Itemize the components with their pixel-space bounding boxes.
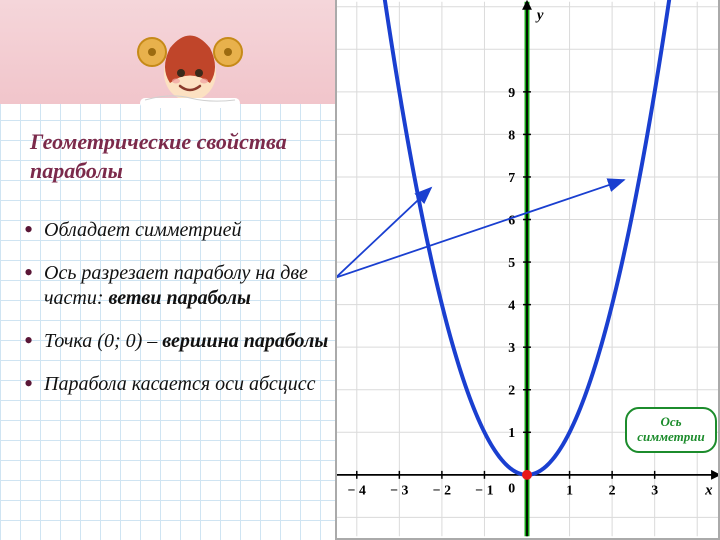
svg-text:6: 6 (508, 212, 515, 227)
svg-text:9: 9 (508, 85, 515, 100)
girl-illustration (130, 18, 250, 108)
svg-text:− 4: − 4 (348, 483, 366, 498)
list-item: Ось разрезает параболу на две части: вет… (20, 261, 340, 311)
svg-text:x: x (704, 483, 713, 499)
svg-text:8: 8 (508, 127, 515, 142)
bullet-bold: ветви параболы (109, 287, 251, 309)
symmetry-axis-callout: Ось симметрии (625, 407, 717, 453)
list-item: Парабола касается оси абсцисс (20, 372, 340, 397)
list-item: Точка (0; 0) – вершина параболы (20, 329, 340, 354)
text-panel: Геометрические свойства параболы Обладае… (0, 0, 350, 540)
bullet-text: Парабола касается оси абсцисс (44, 373, 315, 395)
svg-text:2: 2 (609, 483, 616, 498)
bullet-text: Обладает симметрией (44, 219, 241, 241)
list-item: Обладает симметрией (20, 218, 340, 243)
svg-text:1: 1 (566, 483, 573, 498)
svg-text:− 2: − 2 (433, 483, 451, 498)
svg-text:− 1: − 1 (475, 483, 493, 498)
svg-text:3: 3 (651, 483, 658, 498)
svg-text:1: 1 (508, 425, 515, 440)
bullet-text: Точка (0; 0) – (44, 330, 162, 352)
bullet-bold: вершина параболы (162, 330, 328, 352)
bullet-list: Обладает симметрией Ось разрезает парабо… (20, 218, 340, 415)
svg-text:y: y (535, 8, 544, 24)
svg-text:3: 3 (508, 340, 515, 355)
svg-text:7: 7 (508, 170, 515, 185)
svg-text:5: 5 (508, 255, 515, 270)
svg-text:2: 2 (508, 383, 515, 398)
parabola-chart: − 4 − 3 − 2 − 1 1 2 3 1 2 3 4 5 6 7 8 9 0 x y (335, 0, 720, 540)
svg-text:4: 4 (508, 298, 515, 313)
slide-title: Геометрические свойства параболы (30, 128, 330, 185)
svg-text:0: 0 (508, 481, 515, 496)
svg-text:− 3: − 3 (390, 483, 408, 498)
